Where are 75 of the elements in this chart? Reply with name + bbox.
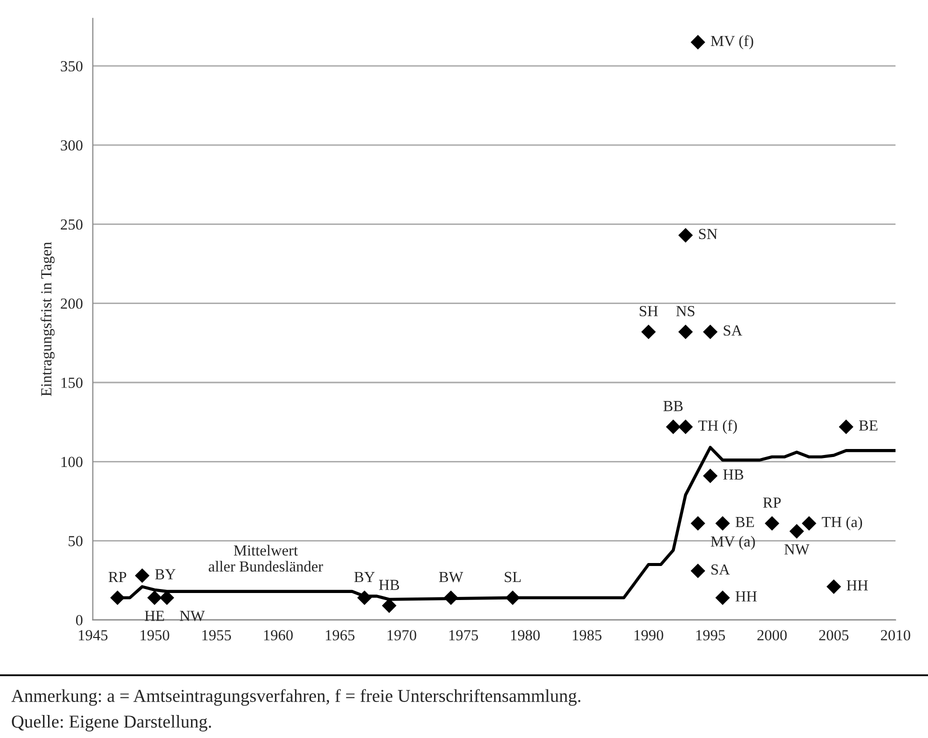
point: [357, 590, 372, 606]
x-tick-label: 1965: [326, 630, 354, 640]
x-tick-label: 2010: [880, 630, 910, 640]
x-tick-label: 1945: [78, 630, 108, 640]
point: [678, 324, 693, 340]
point: [702, 324, 718, 340]
point: [147, 590, 162, 606]
point: [678, 228, 693, 243]
point: [666, 420, 681, 434]
point: [134, 568, 150, 583]
annotation: BW: [439, 572, 464, 582]
x-tick-label: 1980: [511, 630, 540, 640]
x-tick-label: 1995: [696, 630, 725, 640]
annotation: NS: [676, 306, 694, 316]
point: [802, 516, 816, 531]
y-tick-label: 0: [76, 615, 82, 626]
text: Anmerkung: a = Amtseintragungsverfahren, f = freie Unterschriftensammlung.: [11, 689, 580, 706]
x-tick-label: 2000: [757, 630, 787, 640]
point: [789, 524, 804, 539]
annotation: SL: [504, 572, 521, 582]
annotation: NW: [180, 610, 205, 622]
x-tick-label: 1950: [140, 630, 170, 640]
annotation: NW: [784, 544, 810, 555]
x-tick-label: 2005: [819, 630, 848, 640]
annotation: HH: [846, 580, 868, 590]
annotation: HE: [144, 610, 164, 621]
annotation: BE: [736, 517, 754, 528]
y-tick-label: 100: [62, 456, 82, 468]
point: [702, 468, 718, 484]
y-tick-label: 350: [60, 61, 82, 72]
y-tick-label: 250: [60, 219, 82, 230]
annotation: RP: [108, 572, 126, 582]
point: [715, 590, 730, 606]
annotation: SA: [711, 564, 730, 575]
y-tick-label: 50: [68, 536, 82, 546]
annotation: Mittelwert aller Bundesländer: [208, 544, 324, 572]
y-tick-label: 150: [62, 378, 82, 388]
point: [505, 590, 520, 606]
annotation: HH: [736, 591, 757, 602]
point: [826, 579, 842, 594]
annotation: BB: [663, 401, 683, 412]
point: [690, 564, 706, 578]
annotation: TH (f): [698, 420, 737, 434]
annotation: BY: [354, 572, 375, 582]
x-tick-label: 1970: [388, 630, 416, 640]
y-axis-title: Eintragungsfrist in Tagen: [40, 242, 55, 396]
y-tick-label: 300: [60, 140, 82, 151]
y-tick-label: 200: [60, 298, 82, 309]
annotation: SN: [699, 228, 718, 240]
source-note: Quelle: Eigene Darstellung.: [12, 715, 211, 732]
annotation: HB: [379, 580, 400, 590]
point: [444, 590, 458, 606]
point: [110, 590, 125, 606]
annotation: BE: [859, 420, 878, 431]
annotation: MV (a): [710, 536, 755, 550]
annotation: HB: [723, 470, 744, 480]
x-tick-label: 1955: [202, 630, 231, 640]
x-tick-label: 1960: [264, 630, 293, 640]
annotation: RP: [763, 498, 781, 508]
annotation: SH: [640, 306, 658, 316]
annotation: TH (a): [822, 516, 862, 530]
point: [690, 34, 706, 50]
point: [838, 420, 854, 434]
point: [764, 516, 780, 531]
point: [382, 598, 396, 613]
point: [641, 324, 656, 340]
x-tick-label: 1985: [572, 630, 602, 640]
x-tick-label: 1990: [634, 630, 664, 640]
point: [715, 516, 730, 531]
point: [678, 420, 693, 434]
point: [690, 516, 706, 531]
annotation: BY: [155, 569, 176, 580]
x-tick-label: 1975: [449, 630, 478, 640]
annotation: MV (f): [710, 35, 754, 50]
annotation: SA: [724, 325, 742, 336]
